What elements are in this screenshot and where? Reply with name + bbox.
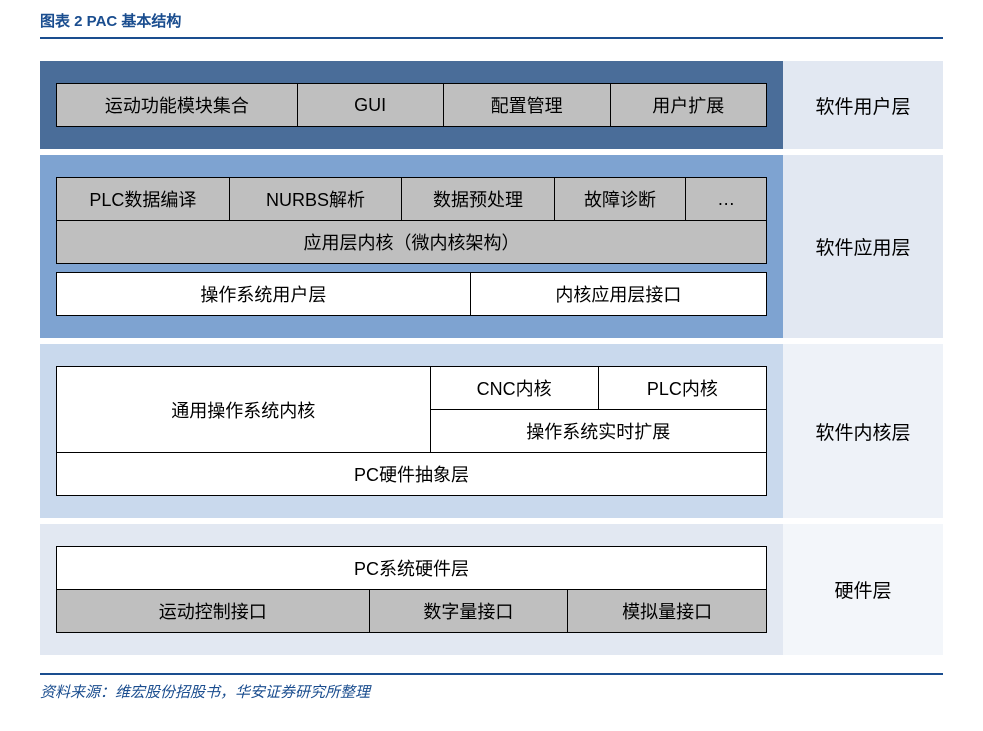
box-pc-hal: PC硬件抽象层: [56, 453, 767, 496]
footer-source: 资料来源：维宏股份招股书，华安证券研究所整理: [40, 684, 370, 701]
layer-kernel: 通用操作系统内核 CNC内核 PLC内核 操作系统实时扩展 PC硬件抽象层 软件…: [40, 344, 943, 518]
box-row: PC硬件抽象层: [56, 453, 767, 496]
box-config: 配置管理: [444, 83, 611, 127]
layer-label: 软件应用层: [783, 155, 943, 338]
box-pc-hw: PC系统硬件层: [56, 546, 767, 590]
watermark-text: 头条 @未来智库: [791, 681, 959, 713]
box-row: 操作系统用户层 内核应用层接口: [56, 272, 767, 316]
box-row: 通用操作系统内核 CNC内核 PLC内核 操作系统实时扩展: [56, 366, 767, 453]
layer-label: 软件内核层: [783, 344, 943, 518]
pac-diagram: 运动功能模块集合 GUI 配置管理 用户扩展 软件用户层 PLC数据编译 NUR…: [40, 61, 943, 655]
watermark: 头 头条 @未来智库: [763, 681, 959, 713]
box-gui: GUI: [298, 83, 444, 127]
layer-hardware: PC系统硬件层 运动控制接口 数字量接口 模拟量接口 硬件层: [40, 524, 943, 655]
box-row: 运动控制接口 数字量接口 模拟量接口: [56, 590, 767, 633]
layer-body: PLC数据编译 NURBS解析 数据预处理 故障诊断 … 应用层内核（微内核架构…: [40, 155, 783, 338]
layer-app: PLC数据编译 NURBS解析 数据预处理 故障诊断 … 应用层内核（微内核架构…: [40, 155, 943, 338]
box-plc-kernel: PLC内核: [599, 366, 767, 410]
box-os-rt-ext: 操作系统实时扩展: [431, 410, 767, 453]
layer-body: 通用操作系统内核 CNC内核 PLC内核 操作系统实时扩展 PC硬件抽象层: [40, 344, 783, 518]
chart-title-row: 图表 2 PAC 基本结构: [40, 10, 943, 39]
box-row: 应用层内核（微内核架构）: [56, 221, 767, 264]
chart-title: 图表 2 PAC 基本结构: [40, 10, 181, 31]
box-fault: 故障诊断: [555, 177, 687, 221]
box-motion-if: 运动控制接口: [56, 590, 370, 633]
box-row: PLC数据编译 NURBS解析 数据预处理 故障诊断 …: [56, 177, 767, 221]
box-plc-compile: PLC数据编译: [56, 177, 230, 221]
box-user-ext: 用户扩展: [611, 83, 767, 127]
box-os-user: 操作系统用户层: [56, 272, 471, 316]
box-digital-if: 数字量接口: [370, 590, 569, 633]
box-nurbs: NURBS解析: [230, 177, 403, 221]
box-cnc-kernel: CNC内核: [431, 366, 599, 410]
box-row: PC系统硬件层: [56, 546, 767, 590]
layer-label: 软件用户层: [783, 61, 943, 149]
box-row: 运动功能模块集合 GUI 配置管理 用户扩展: [56, 83, 767, 127]
box-app-kernel: 应用层内核（微内核架构）: [56, 221, 767, 264]
layer-body: 运动功能模块集合 GUI 配置管理 用户扩展: [40, 61, 783, 149]
box-kernel-app-if: 内核应用层接口: [471, 272, 767, 316]
box-ellipsis: …: [686, 177, 767, 221]
box-preprocess: 数据预处理: [402, 177, 554, 221]
box-motion-modules: 运动功能模块集合: [56, 83, 298, 127]
box-analog-if: 模拟量接口: [568, 590, 767, 633]
box-generic-os-kernel: 通用操作系统内核: [56, 366, 431, 453]
watermark-icon: 头: [763, 686, 785, 708]
layer-label: 硬件层: [783, 524, 943, 655]
layer-body: PC系统硬件层 运动控制接口 数字量接口 模拟量接口: [40, 524, 783, 655]
layer-user: 运动功能模块集合 GUI 配置管理 用户扩展 软件用户层: [40, 61, 943, 149]
